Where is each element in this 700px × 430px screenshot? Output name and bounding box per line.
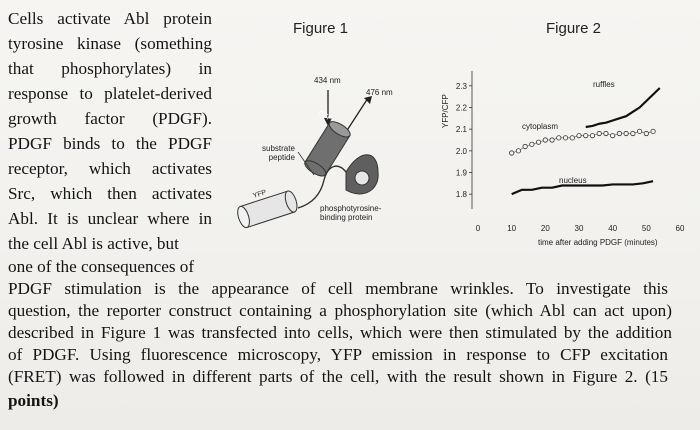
figure2-title: Figure 2 — [546, 20, 602, 37]
text-line: described in Figure 1 was transfected in… — [8, 323, 672, 342]
series-line-nucleus — [511, 180, 654, 196]
x-tick-label: 10 — [507, 224, 516, 233]
label-nucleus: nucleus — [559, 176, 587, 185]
text-line: question, the reporter construct contain… — [8, 301, 672, 320]
label-cytoplasm: cytoplasm — [522, 122, 559, 131]
data-point-cytoplasm — [509, 150, 515, 156]
data-point-cytoplasm — [529, 141, 535, 147]
emission-arrow — [345, 96, 372, 133]
text-line: (FRET) was followed in different parts o… — [8, 367, 668, 386]
text-line: the cell Abl is active, but — [8, 234, 179, 253]
data-point-cytoplasm — [596, 130, 602, 137]
y-axis-label: YFP/CFP — [441, 94, 450, 128]
data-point-cytoplasm — [522, 143, 528, 150]
chart-series — [509, 87, 661, 196]
text-line: one of the consequences of — [8, 257, 195, 276]
x-tick-label: 50 — [642, 224, 651, 233]
binding-protein — [345, 154, 379, 195]
text-line: response to platelet-derived — [8, 84, 212, 103]
data-point-cytoplasm — [556, 135, 562, 141]
data-point-cytoplasm — [630, 130, 636, 137]
data-point-cytoplasm — [542, 137, 548, 143]
data-point-cytoplasm — [650, 128, 656, 134]
y-tick-label: 2.0 — [456, 147, 468, 156]
linker — [297, 165, 347, 209]
text-line: PDGF stimulation is the appearance of ce… — [8, 279, 668, 298]
y-tick-label: 1.8 — [456, 190, 468, 199]
text-line: PDGF binds to the PDGF — [8, 134, 212, 153]
label-substrate-line2: peptide — [268, 153, 295, 162]
y-tick-label: 2.3 — [456, 82, 468, 91]
excitation-arrow — [324, 90, 332, 126]
data-point-cytoplasm — [562, 135, 569, 141]
figure1-title: Figure 1 — [293, 20, 349, 37]
text-line: that phosphorylates) in — [8, 59, 212, 78]
data-point-cytoplasm — [549, 137, 555, 143]
text-line: of PDGF. Using fluorescence microscopy, … — [8, 345, 668, 364]
figure2-chart: 1.8 1.9 2.0 2.1 2.2 2.3 0 10 20 30 40 50 60 — [456, 71, 685, 233]
data-point-cytoplasm — [603, 130, 609, 137]
label-substrate-line1: substrate — [262, 144, 295, 153]
data-point-cytoplasm — [643, 130, 649, 137]
figure1-diagram — [237, 90, 379, 229]
chart-axes: 1.8 1.9 2.0 2.1 2.2 2.3 0 10 20 30 40 50 60 — [456, 71, 685, 233]
data-point-cytoplasm — [515, 148, 522, 154]
label-ruffles: ruffles — [593, 80, 615, 89]
x-tick-label: 60 — [676, 224, 685, 233]
y-tick-label: 2.1 — [456, 125, 468, 134]
text-line: tyrosine kinase (something — [8, 34, 212, 53]
data-point-cytoplasm — [589, 133, 596, 139]
text-line: growth factor (PDGF). — [8, 109, 212, 128]
x-tick-label: 40 — [608, 224, 617, 233]
y-tick-label: 2.2 — [456, 104, 468, 113]
data-point-cytoplasm — [637, 128, 643, 134]
x-tick-label: 0 — [476, 224, 481, 233]
y-tick-label: 1.9 — [456, 169, 468, 178]
data-point-cytoplasm — [623, 130, 629, 137]
data-point-cytoplasm — [583, 133, 589, 139]
data-point-cytoplasm — [576, 133, 582, 139]
label-binding-line2: binding protein — [320, 213, 373, 222]
data-point-cytoplasm — [616, 130, 622, 137]
label-476-nm: 476 nm — [366, 88, 393, 97]
data-point-cytoplasm — [569, 135, 575, 141]
text-line: Cells activate Abl protein — [8, 9, 212, 28]
label-binding-line1: phosphotyrosine- — [320, 204, 382, 213]
text-line: points) — [8, 391, 59, 410]
data-point-cytoplasm — [610, 133, 616, 139]
text-line: Src, which then activates — [8, 184, 212, 203]
x-tick-label: 30 — [575, 224, 584, 233]
x-axis-label: time after adding PDGF (minutes) — [538, 238, 658, 247]
substrate-pointer — [297, 151, 315, 176]
data-point-cytoplasm — [536, 139, 542, 145]
text-line: receptor, which activates — [8, 159, 212, 178]
text-line: Abl. It is unclear where in — [8, 209, 212, 228]
label-binding-protein: phosphotyrosine- binding protein — [320, 204, 381, 222]
series-line-ruffles — [585, 87, 661, 129]
series-line-cytoplasm — [511, 131, 654, 154]
yfp-cylinder — [237, 190, 298, 229]
x-tick-label: 20 — [541, 224, 550, 233]
label-substrate-peptide: substrate peptide — [262, 144, 295, 162]
label-434-nm: 434 nm — [314, 76, 341, 85]
